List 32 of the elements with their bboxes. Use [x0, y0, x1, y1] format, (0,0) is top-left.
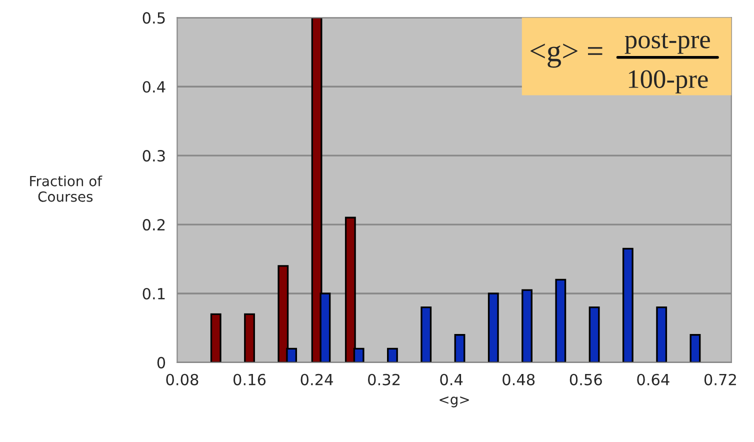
annotation: 100-pre: [628, 70, 708, 94]
x-tick-label: 0.64: [637, 374, 670, 386]
x-tick-label: 0.24: [300, 374, 333, 386]
bar: [522, 289, 532, 362]
bar: [210, 313, 222, 362]
bar: [555, 278, 566, 362]
x-tick-label: 0.16: [234, 374, 266, 386]
x-tick-label: 0.72: [704, 374, 736, 386]
y-tick-label: 0: [157, 356, 166, 368]
y-tick-label: 0.1: [142, 288, 165, 300]
x-tick-label: 0.08: [166, 374, 198, 386]
annotation: <g> =: [530, 44, 602, 68]
bar: [656, 306, 668, 362]
y-tick-label: 0.3: [142, 150, 165, 162]
y-tick-label: 0.4: [142, 81, 166, 93]
bar: [387, 348, 398, 362]
bar: [420, 306, 432, 362]
bar: [488, 292, 499, 362]
x-tick-label: 0.32: [368, 374, 400, 386]
bar: [454, 334, 466, 362]
bar: [244, 313, 255, 362]
x-tick-label: 0.56: [570, 374, 602, 386]
bar: [690, 334, 701, 362]
y-tick-label: 0.5: [142, 12, 165, 24]
annotation: post-pre: [624, 33, 710, 54]
x-tick-label: 0.4: [440, 374, 463, 386]
y-axis-title: Fraction of Courses: [30, 176, 102, 202]
bar: [622, 248, 634, 362]
x-axis-title: <g>: [440, 396, 469, 408]
x-tick-label: 0.48: [502, 374, 535, 386]
y-tick-label: 0.2: [142, 219, 165, 231]
bar: [588, 306, 600, 362]
